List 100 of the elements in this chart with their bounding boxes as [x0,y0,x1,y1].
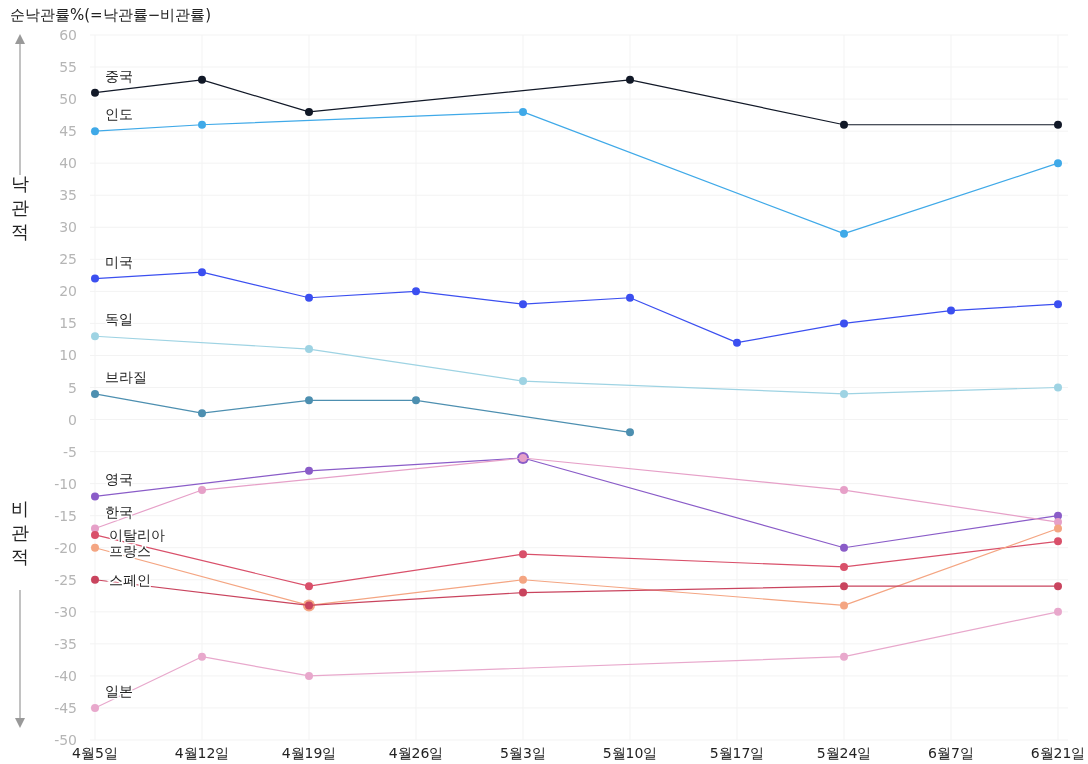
point [1054,383,1062,392]
y-tick-label: -10 [54,475,77,492]
y-tick-label: -50 [54,732,77,748]
point [519,550,527,559]
point [733,338,741,347]
point [198,409,206,418]
point [1054,120,1062,129]
y-tick-label: -35 [54,635,77,652]
point [840,389,848,398]
point [947,306,955,315]
y-tick-label: 45 [59,123,77,140]
point [1054,537,1062,546]
text: 낙관적 [11,173,29,242]
y-tick-label: -30 [54,603,77,620]
y-tick-label: 20 [59,283,77,300]
y-tick-label: 50 [59,91,77,108]
x-tick-label: 4월19일 [281,745,337,761]
y-tick-label: -15 [54,507,77,524]
point [840,543,848,552]
point [198,75,206,84]
point [198,652,206,661]
point [519,377,527,386]
point [519,107,527,116]
x-tick-label: 4월5일 [72,745,118,761]
series-label: 미국 [105,253,133,270]
point [305,396,313,405]
x-tick-label: 4월26일 [388,745,444,761]
point [412,287,420,296]
series-label: 프랑스 [109,542,151,559]
point [519,300,527,309]
y-tick-label: 35 [59,187,77,204]
y-tick-label: 25 [59,251,77,268]
series-label: 일본 [105,682,133,699]
point [305,582,313,591]
point [305,345,313,354]
point [91,543,99,552]
x-tick-label: 4월12일 [174,745,230,761]
x-tick-label: 5월3일 [500,745,546,761]
point [840,319,848,328]
point [840,601,848,610]
y-tick-label: -40 [54,667,77,684]
point [840,562,848,571]
x-tick-label: 5월17일 [709,745,765,761]
y-tick-label: -45 [54,699,77,716]
series-label: 독일 [105,311,133,328]
x-tick-label: 6월21일 [1030,745,1086,761]
point [91,332,99,341]
point [198,120,206,129]
y-tick-label: 0 [68,411,77,428]
series-label: 브라질 [105,368,147,385]
point [198,486,206,495]
y-tick-label: -25 [54,571,77,588]
point [91,389,99,398]
y-tick-label: 30 [59,219,77,236]
point [305,107,313,116]
point [840,120,848,129]
point [412,396,420,405]
y-tick-label: 5 [68,379,77,396]
point [519,588,527,597]
x-tick-label: 6월7일 [928,745,974,761]
series-label: 인도 [105,106,133,123]
series-label: 이탈리아 [109,526,165,543]
point [305,466,313,475]
point [626,428,634,437]
point [1054,300,1062,309]
point [305,671,313,680]
point [840,486,848,495]
point [626,293,634,302]
y-tick-label: 60 [59,27,77,43]
point [91,530,99,539]
series-label: 스페인 [109,571,151,588]
point [1054,582,1062,591]
y-tick-label: 10 [59,347,77,364]
point [91,703,99,712]
point [198,268,206,277]
y-tick-label: 15 [59,315,77,332]
point [626,75,634,84]
series-label: 한국 [105,503,133,520]
point [1054,159,1062,168]
series-label: 중국 [105,67,133,84]
y-axis-title: 순낙관률%(=낙관률−비관률) [10,6,212,24]
series-label: 영국 [105,471,133,488]
point [305,293,313,302]
point [840,652,848,661]
point [91,575,99,584]
point [840,582,848,591]
point [840,229,848,238]
point [91,88,99,97]
point [519,575,527,584]
y-tick-label: 40 [59,155,77,172]
point [1054,607,1062,616]
y-tick-label: 55 [59,59,77,76]
x-tick-label: 5월24일 [816,745,872,761]
y-tick-label: -20 [54,539,77,556]
point [1054,524,1062,533]
text: 비관적 [11,498,29,567]
y-tick-label: -5 [63,443,77,460]
point [91,127,99,136]
point [91,492,99,501]
x-tick-label: 5월10일 [602,745,658,761]
